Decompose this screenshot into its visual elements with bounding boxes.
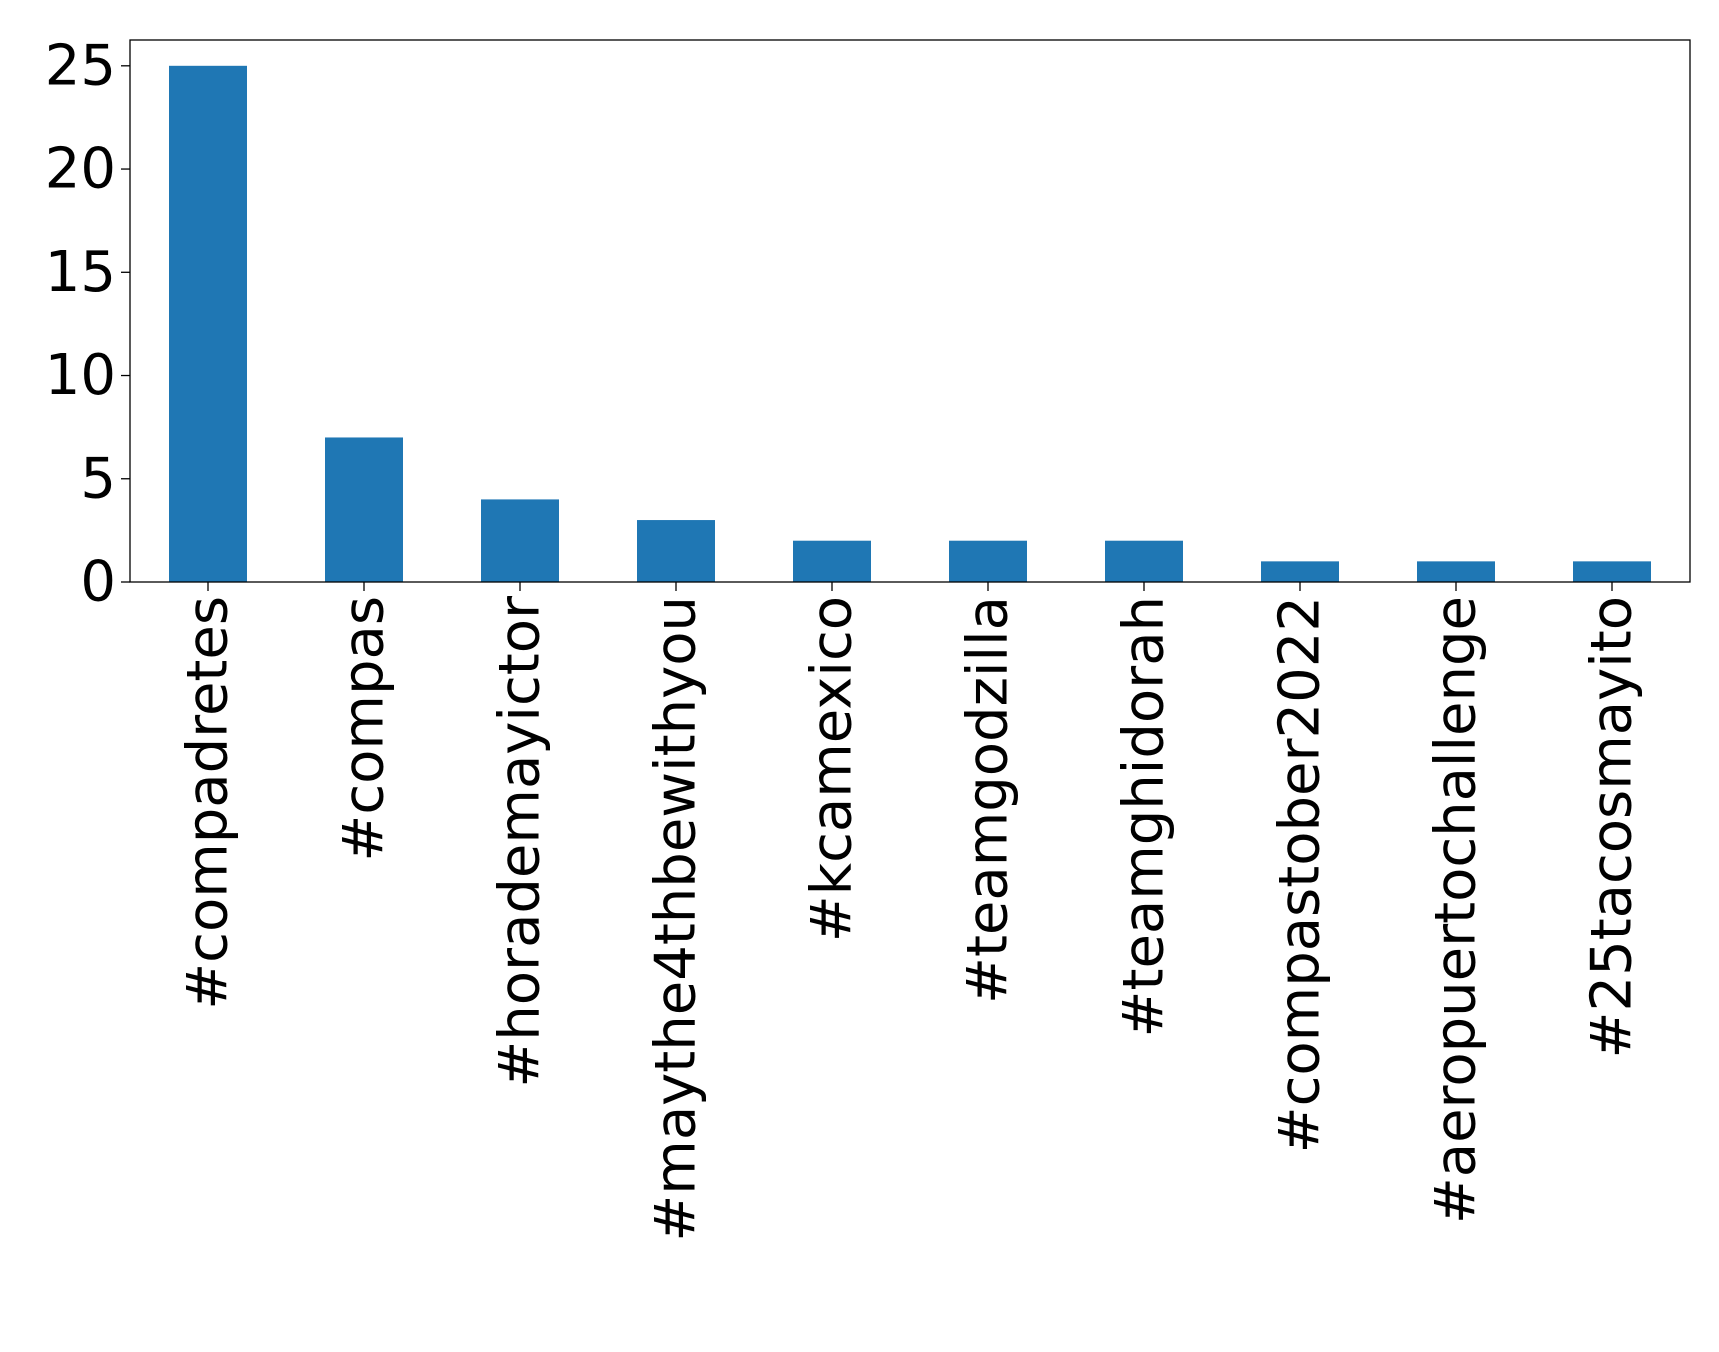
x-tick-label: #25tacosmayito xyxy=(1580,596,1645,1058)
x-axis: #compadretes #compas #horademayictor #mayth… xyxy=(176,582,1645,1242)
bar-compas xyxy=(325,437,403,582)
bar-kcamexico xyxy=(793,540,871,582)
bar-teamgodzilla xyxy=(949,540,1027,582)
y-tick-label: 15 xyxy=(45,240,116,305)
bar-25tacosmayito xyxy=(1573,561,1651,582)
x-tick-label: #compas xyxy=(332,596,397,862)
x-tick-label: #kcamexico xyxy=(800,596,865,942)
bar-horademayictor xyxy=(481,499,559,582)
x-tick-label: #compastober2022 xyxy=(1268,596,1333,1153)
bar-compadretes xyxy=(169,65,247,583)
bar-maythe4thbewithyou xyxy=(637,520,715,582)
x-tick-label: #teamgodzilla xyxy=(956,596,1021,1004)
bar-compastober2022 xyxy=(1261,561,1339,582)
x-tick-label: #aeropuertochallenge xyxy=(1424,596,1489,1224)
y-axis: 0 5 10 15 20 25 xyxy=(45,33,130,615)
bars-layer xyxy=(169,65,1651,583)
x-tick-label: #compadretes xyxy=(176,596,241,1010)
bar-teamghidorah xyxy=(1105,540,1183,582)
y-tick-label: 10 xyxy=(45,343,116,408)
y-tick-label: 0 xyxy=(80,550,116,615)
x-tick-label: #maythe4thbewithyou xyxy=(644,596,709,1242)
y-tick-label: 20 xyxy=(45,137,116,202)
plot-frame xyxy=(129,39,1691,583)
x-tick-label: #horademayictor xyxy=(488,595,553,1088)
y-tick-label: 25 xyxy=(45,33,116,98)
x-tick-label: #teamghidorah xyxy=(1112,596,1177,1037)
y-tick-label: 5 xyxy=(80,446,116,511)
bar-aeropuertochallenge xyxy=(1417,561,1495,582)
